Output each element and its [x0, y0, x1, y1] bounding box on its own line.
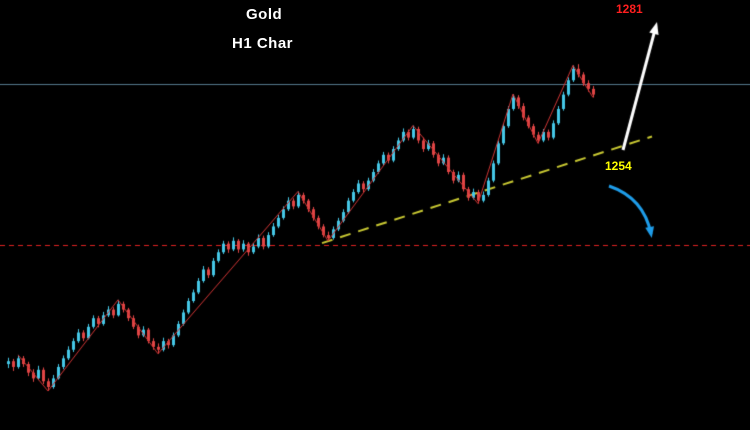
price-target-label: 1281 [616, 2, 643, 16]
chart-timeframe: H1 Char [232, 35, 294, 52]
trendline-price-label: 1254 [605, 159, 632, 173]
chart-title: Gold [246, 6, 283, 23]
